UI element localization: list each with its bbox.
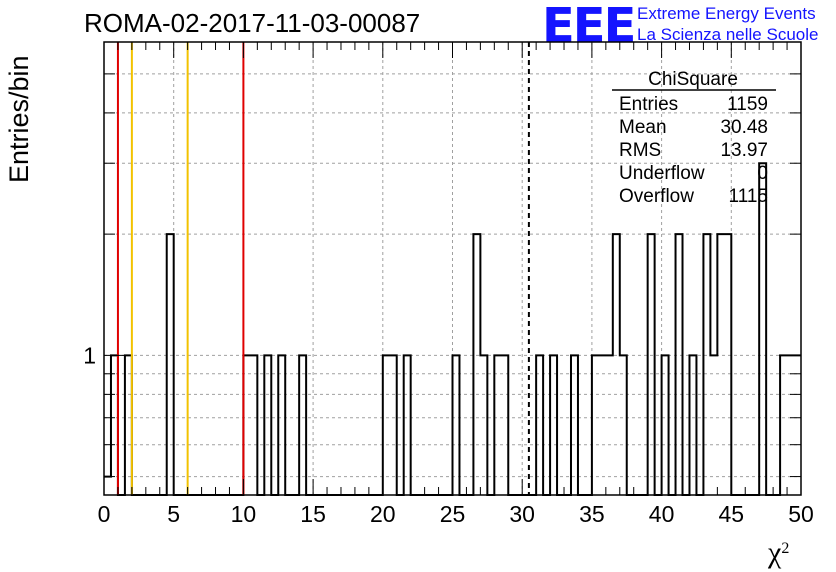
x-tick-label: 45 bbox=[719, 501, 745, 527]
x-tick-label: 50 bbox=[788, 501, 814, 527]
stats-row-label: Overflow bbox=[619, 186, 694, 207]
x-tick-label: 15 bbox=[300, 501, 326, 527]
x-axis-label: χ2 bbox=[768, 536, 789, 570]
stats-row-label: Underflow bbox=[619, 163, 705, 184]
stats-row-value: 1159 bbox=[727, 94, 768, 115]
x-tick-label: 0 bbox=[98, 501, 111, 527]
stats-row-value: 30.48 bbox=[720, 117, 768, 138]
chart-title: ROMA-02-2017-11-03-00087 bbox=[84, 8, 421, 38]
stats-box-title: ChiSquare bbox=[648, 69, 738, 90]
y-tick-label: 1 bbox=[83, 342, 96, 368]
x-tick-label: 40 bbox=[649, 501, 675, 527]
logo-caption-2: La Scienza nelle Scuole bbox=[637, 25, 819, 44]
x-tick-label: 35 bbox=[579, 501, 605, 527]
x-tick-label: 25 bbox=[440, 501, 466, 527]
x-tick-label: 20 bbox=[370, 501, 396, 527]
logo-caption-1: Extreme Energy Events bbox=[637, 4, 816, 23]
x-tick-label: 5 bbox=[167, 501, 180, 527]
x-tick-label: 30 bbox=[509, 501, 535, 527]
stats-row-value: 13.97 bbox=[720, 140, 768, 161]
stats-row-value: 1115 bbox=[729, 186, 768, 207]
x-axis-label-superscript: 2 bbox=[781, 540, 790, 557]
stats-row-value: 0 bbox=[757, 163, 768, 184]
x-tick-label: 10 bbox=[231, 501, 257, 527]
stats-row-label: Entries bbox=[619, 94, 678, 115]
stats-row-label: RMS bbox=[619, 140, 661, 161]
x-axis-label-main: χ bbox=[768, 536, 782, 569]
eee-logo: EEE bbox=[542, 0, 636, 54]
stats-row-label: Mean bbox=[619, 117, 667, 138]
